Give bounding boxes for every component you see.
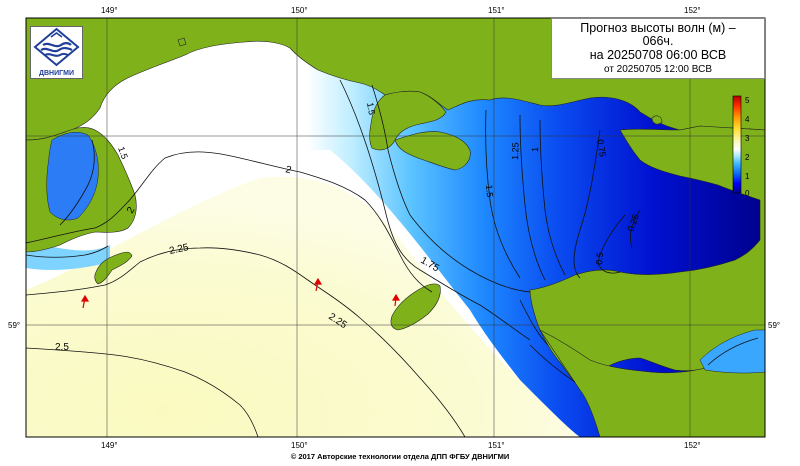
logo-emblem-icon xyxy=(33,27,80,67)
contour-label-0-75: 0.75 xyxy=(595,139,608,158)
contour-label-2-5: 2.5 xyxy=(55,342,69,353)
contour-label-1: 1 xyxy=(530,147,540,152)
land-peninsula-center xyxy=(369,90,447,151)
legend-tick-5: 5 xyxy=(745,96,750,105)
lon-label-149-top: 149° xyxy=(101,6,118,15)
legend-tick-1: 1 xyxy=(745,172,750,181)
title-line-1: Прогноз высоты волн (м) – xyxy=(580,21,736,35)
wind-arrow-3-head xyxy=(391,293,401,301)
contour-1-5-right-line xyxy=(485,109,521,279)
contour-2-25-line xyxy=(26,247,466,437)
west-bay xyxy=(46,132,99,221)
lat-label-59-left: 59° xyxy=(8,321,20,330)
contour-1-line xyxy=(539,119,566,276)
contour-label-1-5-top: 1.5 xyxy=(365,102,377,116)
contour-label-2-mid: 2 xyxy=(284,164,293,176)
contour-labels: 1.5 1.5 1.5 2 2 2.25 2.25 2.5 1.75 1.25 … xyxy=(55,102,641,353)
contour-label-2-left: 2 xyxy=(125,205,138,216)
lon-label-151-bottom: 151° xyxy=(488,441,505,450)
lon-label-151-top: 151° xyxy=(488,6,505,15)
lat-label-59-right: 59° xyxy=(768,321,780,330)
lon-label-150-bottom: 150° xyxy=(291,441,308,450)
copyright-text: © 2017 Авторские технологии отдела ДПП Ф… xyxy=(290,452,510,461)
wind-arrows xyxy=(80,277,401,309)
graticule-labels: 149° 150° 151° 152° 149° 150° 151° 152° … xyxy=(8,6,780,450)
contour-east-edge xyxy=(519,299,549,346)
contour-label-0-5: 0.5 xyxy=(594,252,605,265)
island-150-5 xyxy=(390,283,441,331)
map-border xyxy=(25,17,766,438)
lon-label-150-top: 150° xyxy=(291,6,308,15)
contour-label-2-25-left: 2.25 xyxy=(168,242,190,257)
title-line-3: на 20250708 06:00 ВСВ xyxy=(589,48,727,62)
legend: 5 4 3 2 1 0 xyxy=(732,95,750,198)
wind-arrow-1-head xyxy=(80,294,90,302)
legend-tick-3: 3 xyxy=(745,134,750,143)
contour-1-25-line xyxy=(519,114,546,281)
contour-west-coast xyxy=(26,245,109,258)
forecast-title-box: Прогноз высоты волн (м) – 066ч. на 20250… xyxy=(551,18,765,79)
legend-tick-2: 2 xyxy=(745,153,750,162)
legend-tick-4: 4 xyxy=(745,115,750,124)
contour-label-1-5-right: 1.5 xyxy=(484,184,495,197)
contour-west-bay-1 xyxy=(59,139,95,226)
islet-top-1 xyxy=(177,37,187,47)
island-149 xyxy=(94,251,133,285)
land-peninsula-lower xyxy=(394,131,471,171)
legend-colorbar xyxy=(732,95,742,194)
lon-label-149-bottom: 149° xyxy=(101,441,118,450)
lon-label-152-bottom: 152° xyxy=(684,441,701,450)
contour-label-1-25: 1.25 xyxy=(510,142,521,160)
title-line-4: от 20250705 12:00 ВСВ xyxy=(603,64,712,75)
contour-1-75-line xyxy=(339,79,531,341)
contour-se-line xyxy=(529,344,576,383)
contour-2-5-line xyxy=(26,347,259,437)
contour-label-1-5-left: 1.5 xyxy=(116,145,130,160)
sea-yellow-zone xyxy=(26,176,580,437)
legend-tick-0: 0 xyxy=(745,189,750,198)
logo-label: ДВНИГМИ xyxy=(39,70,74,77)
wind-arrow-2-head xyxy=(313,277,323,285)
contour-0-25-line xyxy=(630,209,641,249)
dvnigmi-logo: ДВНИГМИ xyxy=(30,26,83,79)
contour-se-bay xyxy=(707,337,759,366)
contour-0-5-line xyxy=(597,214,626,274)
map-canvas xyxy=(26,18,765,437)
land-southeast xyxy=(539,329,765,437)
title-line-2: 066ч. xyxy=(642,34,674,48)
lon-label-152-top: 152° xyxy=(684,6,701,15)
land-east xyxy=(529,125,765,386)
contour-0-75-line xyxy=(573,129,601,279)
contour-1-5-line xyxy=(371,84,531,293)
islet-top-2 xyxy=(651,115,663,125)
contour-2-line xyxy=(26,151,433,293)
